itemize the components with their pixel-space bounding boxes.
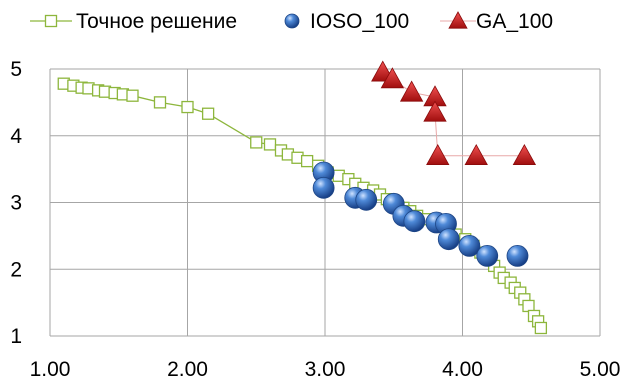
legend-label: IOSO_100	[310, 10, 409, 33]
exact-solution-point	[263, 138, 277, 151]
exact-solution-point	[181, 100, 194, 114]
x-tick-label: 5.00	[580, 358, 621, 381]
legend-item-0: Точное решение	[30, 10, 237, 33]
legend-item-2: GA_100	[440, 10, 553, 33]
ga-point	[380, 67, 405, 89]
ga-point	[464, 143, 488, 165]
y-tick-label: 2	[10, 258, 22, 281]
x-tick-label: 4.00	[442, 358, 483, 381]
ioso-point	[355, 188, 378, 211]
ioso-point	[458, 234, 481, 257]
exact-solution-line	[63, 83, 542, 329]
y-tick-label: 3	[10, 192, 22, 215]
legend-sphere-marker	[284, 13, 300, 29]
series-ioso-100	[312, 161, 529, 267]
plot-area	[57, 60, 548, 335]
ioso-point	[476, 244, 499, 267]
x-tick-label: 1.00	[30, 358, 71, 381]
ga-point	[512, 143, 537, 165]
x-tick-label: 2.00	[167, 358, 208, 381]
ga-point	[426, 143, 450, 165]
series-ga-100	[371, 60, 537, 165]
ga-point	[399, 80, 424, 102]
legend-triangle-marker	[448, 11, 468, 29]
ga-point	[423, 100, 447, 122]
ioso-point	[506, 244, 529, 267]
x-tick-label: 3.00	[305, 358, 346, 381]
exact-solution-point	[250, 136, 263, 149]
y-tick-label: 5	[10, 58, 22, 81]
ioso-point	[403, 210, 426, 233]
legend-label: Точное решение	[76, 10, 237, 33]
ioso-point	[312, 176, 335, 199]
series-точное-решение	[57, 77, 548, 335]
ga-connector-line	[382, 71, 525, 157]
exact-solution-point	[126, 89, 139, 102]
y-tick-label: 1	[10, 325, 22, 348]
grid	[49, 68, 601, 337]
exact-solution-point	[153, 96, 167, 109]
axes: 1.00 2.00 3.00 4.00 5.00 1 2 3 4 5	[10, 58, 620, 381]
legend-square-marker	[44, 14, 58, 28]
ioso-point	[437, 228, 460, 251]
exact-solution-point	[534, 321, 548, 335]
exact-solution-point	[201, 107, 215, 120]
legend: Точное решение IOSO_100 GA_100	[30, 10, 553, 33]
y-tick-label: 4	[10, 125, 22, 148]
legend-label: GA_100	[476, 10, 553, 33]
exact-solution-point	[522, 299, 535, 313]
exact-solution-point	[300, 154, 314, 168]
legend-item-1: IOSO_100	[284, 10, 409, 33]
